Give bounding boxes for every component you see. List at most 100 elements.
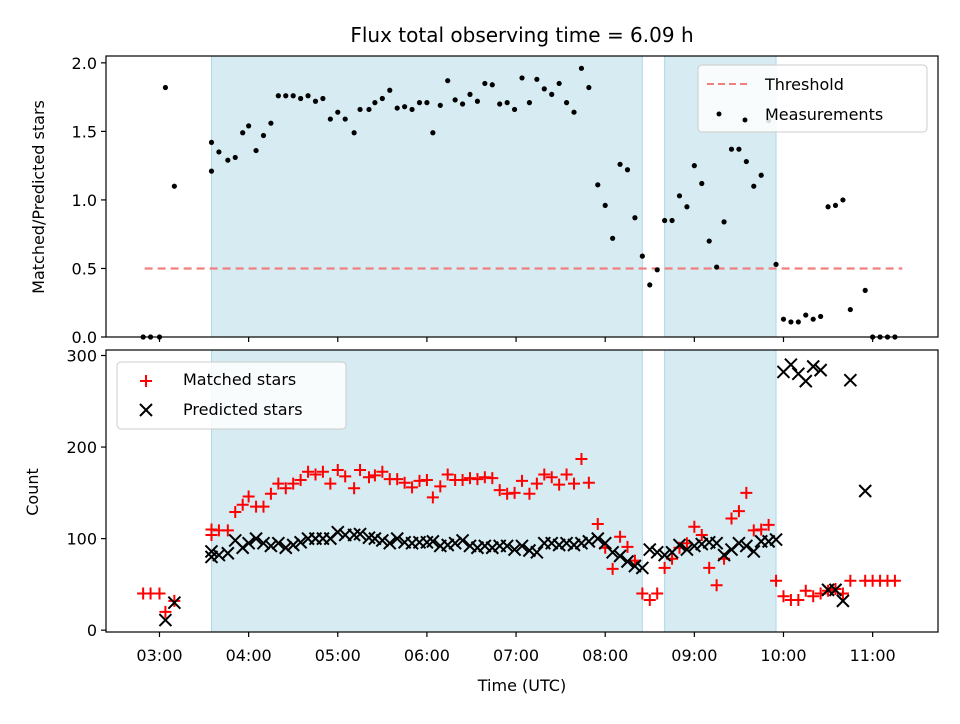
top-legend-box: [697, 64, 928, 133]
matched-stars-point: [755, 523, 768, 536]
measurement-point: [691, 163, 697, 169]
measurement-point: [714, 264, 720, 270]
measurement-point: [728, 146, 735, 152]
measurement-point: [654, 267, 660, 273]
matched-stars-point: [621, 540, 634, 553]
predicted-stars-point: [650, 545, 664, 560]
matched-stars-point: [799, 584, 812, 597]
measurement-point: [467, 91, 473, 97]
predicted-stars-point: [279, 541, 293, 555]
predicted-stars-point: [680, 542, 694, 557]
predicted-stars-point: [591, 531, 605, 546]
predicted-stars-point: [843, 373, 858, 387]
matched-stars-point: [553, 478, 566, 491]
predicted-stars-point: [709, 536, 724, 550]
matched-stars-point: [339, 470, 352, 483]
measurement-point: [482, 80, 488, 87]
y-tick-label: 300: [66, 346, 97, 365]
y-tick-label: 100: [66, 530, 97, 549]
predicted-stars-point: [515, 539, 529, 553]
measurement-point: [208, 168, 215, 174]
bottom-axes-counts: 0 100 200 300 03:00 04:00 05:00 06:00 07:00 08:00…: [66, 346, 939, 665]
matched-stars-point: [643, 593, 656, 606]
predicted-stars-point: [158, 613, 173, 627]
x-tick-label: 03:00: [136, 646, 182, 665]
measurement-point: [632, 215, 638, 221]
predicted-stars-point: [426, 534, 440, 549]
predicted-stars-point: [241, 536, 256, 550]
predicted-stars-point: [286, 538, 300, 552]
matched-stars-point: [398, 476, 411, 489]
bottom-legend-box: [116, 361, 347, 430]
predicted-stars-point: [353, 527, 367, 541]
predicted-stars-point: [264, 539, 278, 553]
predicted-stars-point: [598, 536, 612, 550]
measurement-point: [840, 197, 846, 203]
matched-stars-point: [159, 605, 172, 618]
legend-matched-label: Matched stars: [183, 370, 296, 389]
predicted-stars-point: [530, 545, 544, 560]
matched-stars-point: [636, 587, 649, 600]
measurement-point: [684, 204, 690, 210]
predicted-stars-point: [747, 544, 761, 559]
predicted-stars-point: [828, 583, 843, 597]
predicted-stars-point: [249, 531, 263, 546]
matched-stars-point: [221, 524, 234, 537]
x-tick-label: 09:00: [671, 646, 717, 665]
matched-stars-point: [376, 465, 389, 478]
matched-stars-point: [792, 593, 805, 606]
measurement-point: [445, 78, 451, 84]
matched-stars-point: [309, 468, 322, 481]
matched-stars-point: [279, 482, 292, 495]
measurement-point: [699, 180, 705, 187]
matched-stars-point: [264, 487, 277, 500]
measurement-point: [662, 217, 668, 224]
x-tick-label: 04:00: [226, 646, 272, 665]
measurement-point: [586, 84, 592, 91]
matched-stars-point: [530, 477, 543, 490]
predicted-stars-point: [204, 544, 219, 559]
y-tick-label: 0.0: [72, 328, 97, 347]
matched-stars-point: [272, 477, 285, 490]
measurement-point: [335, 109, 341, 115]
measurement-point: [366, 106, 372, 113]
legend-threshold-label: Threshold: [764, 75, 844, 94]
matched-stars-point: [331, 463, 344, 476]
matched-stars-point: [606, 562, 619, 575]
predicted-stars-point: [858, 484, 872, 498]
measurement-point: [610, 235, 616, 241]
matched-stars-point: [391, 473, 404, 486]
measurement-point: [647, 282, 653, 288]
legend-matched-swatch: [140, 375, 152, 387]
matched-stars-point: [770, 574, 783, 587]
y-tick-label: 0.5: [72, 259, 97, 278]
measurement-point: [602, 202, 608, 209]
predicted-stars-point: [383, 536, 397, 550]
legend-measurements-swatch: [742, 117, 748, 123]
matched-stars-point: [406, 481, 419, 494]
measurement-point: [497, 101, 503, 107]
matched-stars-point: [426, 491, 439, 504]
matched-stars-point: [725, 512, 738, 525]
measurement-point: [162, 84, 169, 91]
y-tick-label: 2.0: [72, 54, 97, 73]
matched-stars-point: [560, 468, 573, 481]
measurement-point: [305, 93, 311, 99]
matched-stars-point: [441, 468, 454, 481]
measurement-point: [474, 98, 481, 104]
legend-predicted-label: Predicted stars: [183, 400, 303, 419]
matched-stars-point: [471, 473, 484, 486]
measurement-point: [818, 313, 824, 320]
measurement-point: [351, 130, 357, 136]
measurement-point: [379, 95, 385, 102]
x-tick-label: 07:00: [493, 646, 539, 665]
matched-stars-point: [844, 574, 857, 587]
predicted-stars-point: [256, 536, 271, 550]
predicted-stars-point: [500, 539, 514, 553]
measurement-point: [298, 95, 304, 102]
predicted-stars-point: [375, 533, 390, 548]
predicted-stars-point: [448, 536, 462, 550]
x-tick-label: 11:00: [850, 646, 896, 665]
legend-measurements-label: Measurements: [765, 105, 883, 124]
